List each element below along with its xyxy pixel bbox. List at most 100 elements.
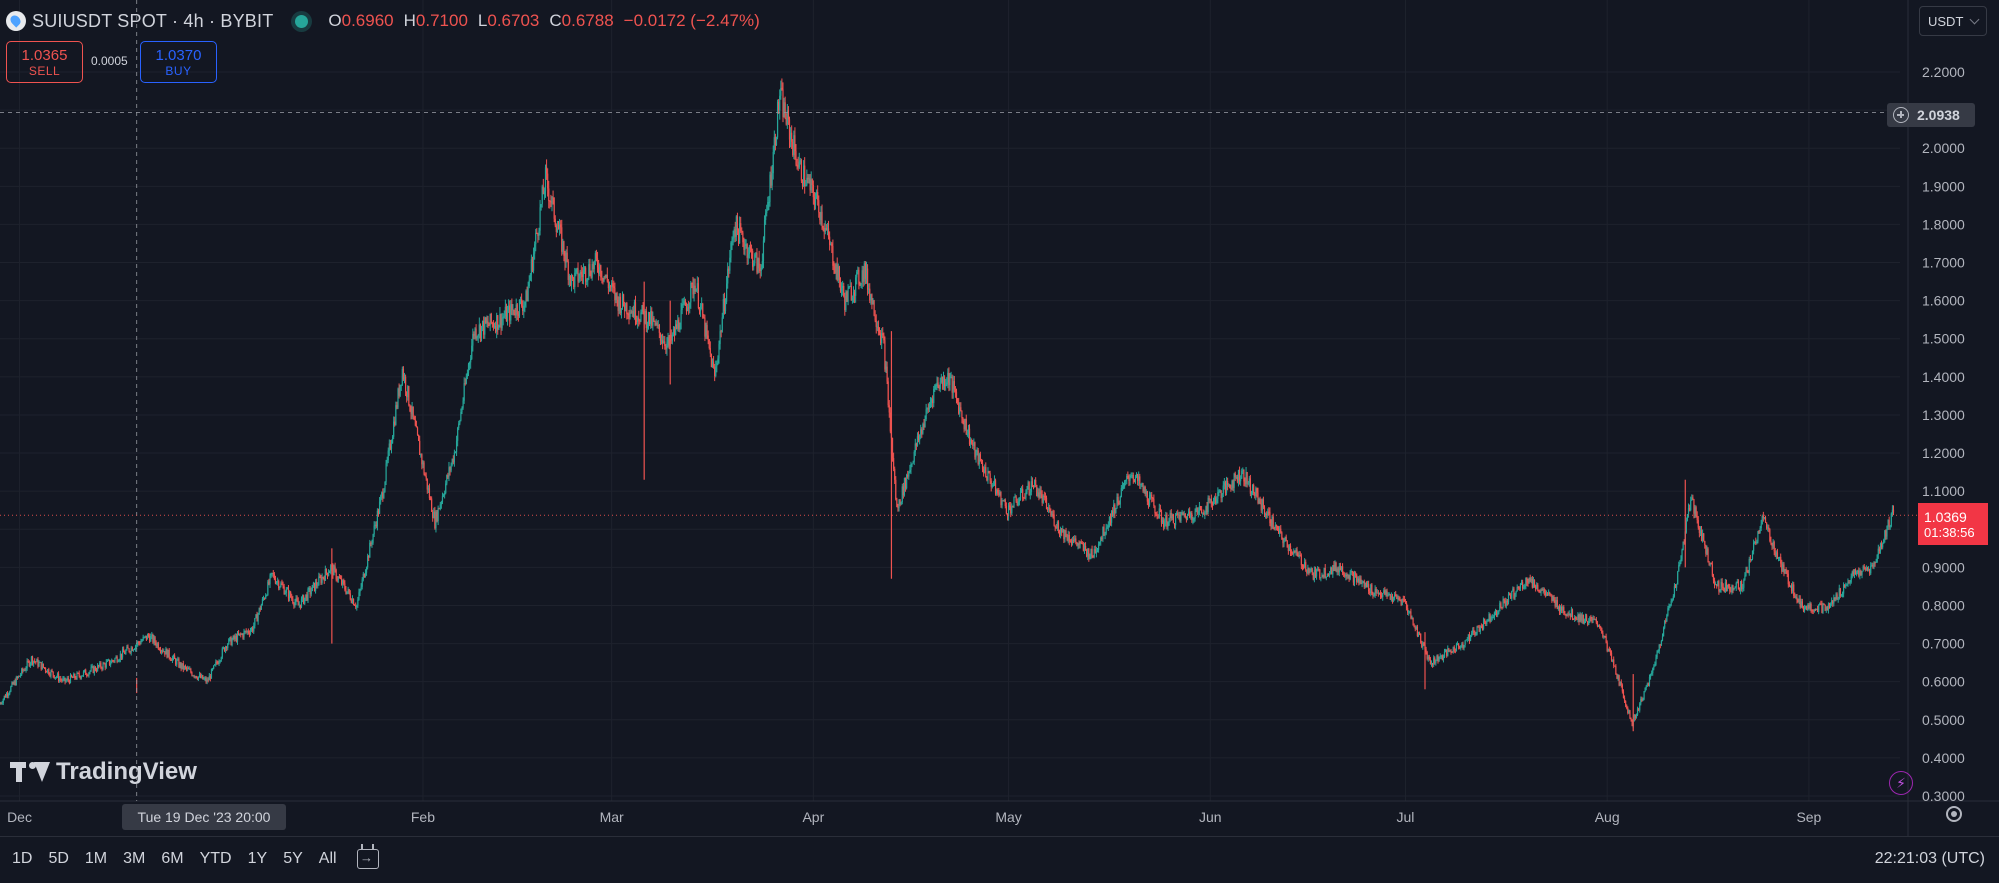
- candle-body: [474, 328, 476, 336]
- candle-body: [677, 319, 679, 329]
- candle-body: [320, 577, 322, 583]
- candle-body: [1094, 549, 1096, 554]
- candle-body: [1076, 542, 1078, 546]
- candle-body: [1147, 501, 1150, 505]
- candle-body: [1152, 498, 1154, 500]
- candle-body: [99, 662, 101, 667]
- candle-body: [1493, 612, 1496, 618]
- range-1d[interactable]: 1D: [12, 850, 33, 867]
- candle-body: [630, 312, 632, 314]
- candle-body: [464, 383, 466, 385]
- candle-body: [856, 271, 858, 278]
- sell-button[interactable]: 1.0365 SELL: [6, 41, 83, 83]
- gear-icon[interactable]: [1946, 806, 1962, 822]
- candle-body: [1559, 607, 1562, 612]
- candle-body: [22, 668, 24, 672]
- candle-body: [216, 661, 218, 663]
- candle-body: [1172, 514, 1175, 524]
- candle-body: [1445, 649, 1447, 652]
- candle-body: [1785, 569, 1787, 571]
- candle-body: [1449, 650, 1451, 652]
- price-chart[interactable]: 2.20002.10002.00001.90001.80001.70001.60…: [0, 0, 1999, 836]
- candle-body: [240, 633, 242, 635]
- candle-body: [200, 674, 202, 678]
- candle-body: [1479, 626, 1481, 632]
- candle-body: [262, 598, 265, 600]
- range-ytd[interactable]: YTD: [199, 850, 232, 867]
- candle-body: [50, 670, 52, 676]
- candle-body: [419, 440, 421, 455]
- candle-body: [902, 486, 904, 496]
- candle-body: [903, 478, 906, 496]
- candle-body: [850, 286, 852, 301]
- candle-body: [1873, 562, 1875, 567]
- currency-select[interactable]: USDT: [1919, 6, 1987, 36]
- candle-body: [174, 655, 176, 659]
- utc-clock[interactable]: 22:21:03 (UTC): [1874, 850, 1985, 867]
- range-all[interactable]: All: [318, 850, 337, 867]
- add-alert-plus-icon[interactable]: [1893, 107, 1909, 123]
- market-open-status-icon[interactable]: [295, 14, 309, 28]
- x-axis[interactable]: Dec Feb Mar Apr May Jun Jul Aug Sep: [7, 809, 1821, 825]
- candle-body: [782, 89, 784, 117]
- candle-body: [261, 598, 264, 605]
- range-5d[interactable]: 5D: [48, 850, 69, 867]
- candle-body: [960, 407, 962, 412]
- candle-body: [1794, 595, 1796, 598]
- candle-body: [521, 299, 523, 306]
- candle-body: [572, 275, 574, 278]
- candle-body: [1020, 488, 1023, 493]
- candle-body: [267, 581, 269, 596]
- candle-body: [285, 588, 287, 593]
- candle-body: [339, 578, 342, 580]
- range-1y[interactable]: 1Y: [247, 850, 268, 867]
- candle-body: [57, 673, 60, 681]
- candle-body: [519, 299, 522, 301]
- candle-body: [1032, 486, 1035, 488]
- candle-body: [1856, 572, 1858, 575]
- range-1m[interactable]: 1M: [84, 850, 108, 867]
- candle-body: [757, 258, 759, 273]
- range-6m[interactable]: 6M: [161, 850, 184, 867]
- candle-body: [1404, 601, 1407, 604]
- candle-body: [685, 305, 688, 311]
- candle-body: [1655, 657, 1657, 665]
- candle-body: [1142, 483, 1144, 492]
- candle-body: [1787, 573, 1789, 585]
- candle-body: [324, 568, 326, 581]
- candle-body: [797, 164, 799, 168]
- candle-body: [447, 475, 449, 477]
- candle-body: [1248, 478, 1250, 483]
- candle-body: [1759, 528, 1761, 533]
- candle-body: [1568, 613, 1570, 615]
- candle-body: [1469, 635, 1472, 641]
- candle-body: [974, 442, 976, 458]
- candle-body: [165, 648, 167, 655]
- candle-body: [1695, 507, 1697, 516]
- candle-body: [1726, 584, 1729, 590]
- candle-body: [1331, 567, 1333, 575]
- candle-body: [1246, 471, 1248, 484]
- candle-body: [1578, 615, 1580, 622]
- candle-body: [870, 294, 872, 301]
- buy-button[interactable]: 1.0370 BUY: [140, 41, 217, 83]
- candle-body: [153, 637, 155, 643]
- go-to-date-icon[interactable]: [357, 844, 379, 869]
- tradingview-logo[interactable]: TradingView: [10, 758, 197, 786]
- candle-body: [1391, 595, 1394, 601]
- candle-body: [1295, 549, 1297, 552]
- candle-body: [349, 593, 351, 600]
- candle-body: [280, 583, 282, 587]
- candle-body: [307, 588, 309, 601]
- range-3m[interactable]: 3M: [123, 850, 146, 867]
- range-5y[interactable]: 5Y: [283, 850, 303, 867]
- y-axis[interactable]: 2.20002.10002.00001.90001.80001.70001.60…: [1922, 64, 1965, 804]
- candle-body: [1199, 506, 1202, 510]
- candle-body: [234, 635, 236, 640]
- candle-body: [505, 306, 508, 322]
- symbol-title[interactable]: SUIUSDT SPOT · 4h · BYBIT: [32, 10, 274, 31]
- candle-body: [21, 668, 23, 675]
- candle-body: [938, 386, 940, 389]
- candle-body: [647, 312, 650, 325]
- lightning-icon[interactable]: ⚡: [1889, 771, 1913, 795]
